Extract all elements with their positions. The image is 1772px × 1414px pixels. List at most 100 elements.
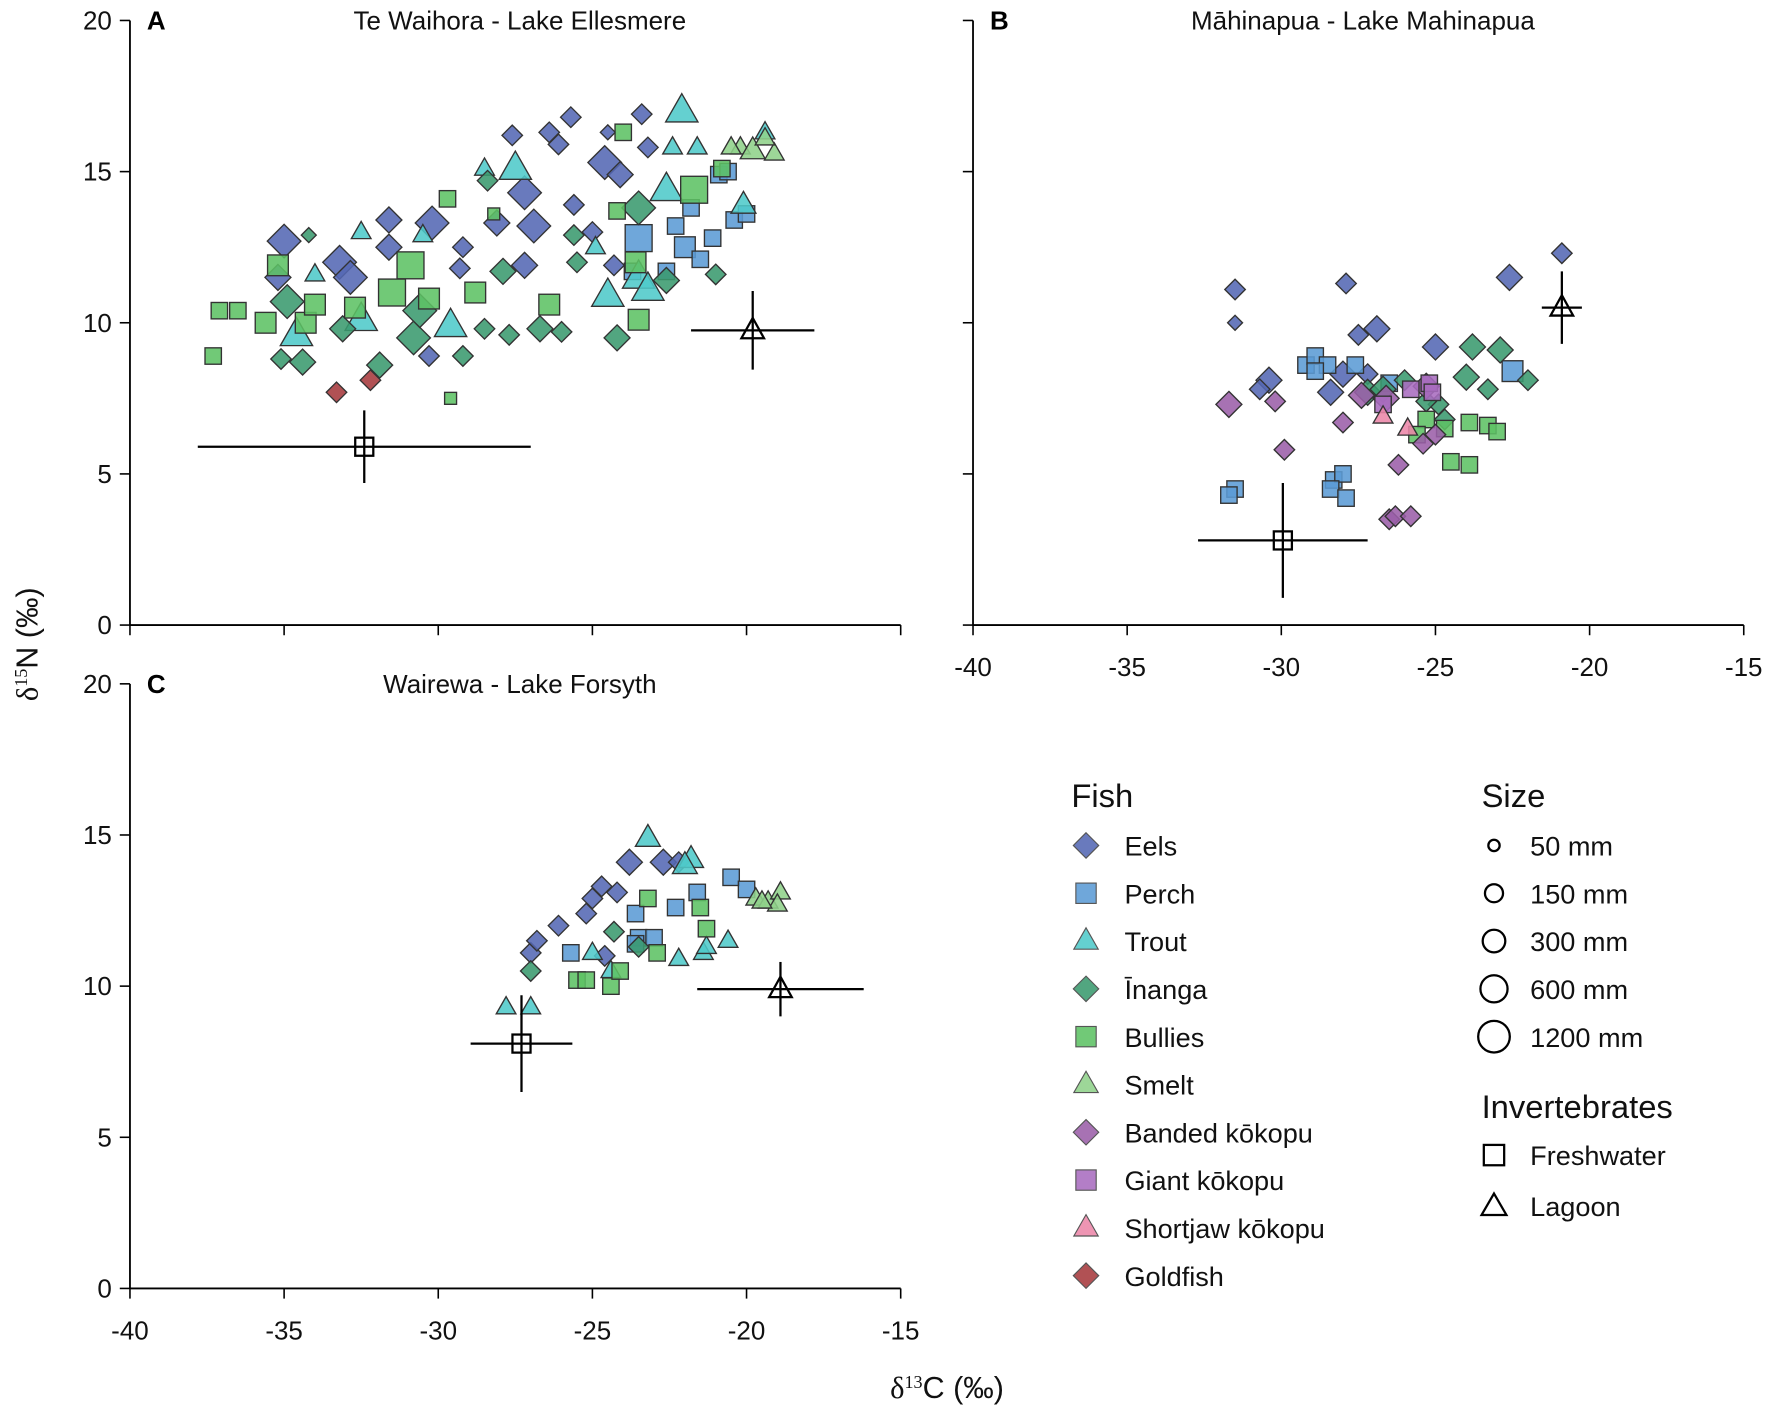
point-bullies [713,159,731,178]
legend-label: Eels [1124,831,1177,862]
square-icon [1075,1025,1097,1048]
point-inanga [1516,368,1540,392]
point-perch [1321,480,1340,498]
point-eels [374,206,403,234]
x-tick-label: -25 [574,1315,612,1345]
point-banded [1384,505,1407,528]
invertebrate-freshwater [470,995,573,1092]
point-trout [717,928,740,949]
legend-label: Shortjaw kōkopu [1124,1213,1324,1244]
point-smelt [769,880,792,900]
point-inanga [497,323,521,347]
y-axis-label: δ15N (‰) [10,587,44,701]
invertebrate-freshwater [197,410,531,483]
point-eels [559,105,583,129]
point-inanga [489,257,517,286]
point-bullies [1460,455,1479,474]
point-inanga [476,169,499,192]
point-banded [1387,453,1410,477]
point-bullies [204,347,223,365]
point-goldfish [359,368,382,392]
point-trout [729,190,758,214]
circle-icon [1487,838,1501,853]
point-bullies [228,301,247,320]
point-smelt [720,135,743,155]
point-banded [1273,438,1296,461]
circle-icon [1477,1019,1511,1054]
point-eels [615,848,644,877]
point-perch [1337,489,1355,507]
panel-c: 0 5 10 15 20 -40 -35 -30 -25 -20 -15 C Wairewa - Lak… [83,669,919,1345]
lagoon-marker [1548,292,1576,317]
x-tick-label: -15 [1725,652,1763,682]
y-tick-label: 15 [83,820,112,850]
legend-invert-item: Lagoon [1479,1191,1621,1222]
triangle-icon [1072,1070,1100,1094]
point-inanga [365,351,394,380]
point-perch [666,898,685,917]
legend-size-item: 150 mm [1483,878,1628,909]
x-tick-label: -20 [728,1315,766,1345]
legend-fish-title: Fish [1071,777,1133,814]
x-tick-label: -30 [419,1315,457,1345]
point-inanga [627,935,650,959]
point-inanga [300,226,318,244]
point-trout [303,262,326,282]
panel-title: Māhinapua - Lake Mahinapua [1191,6,1535,36]
point-trout [581,940,604,961]
point-inanga [1452,363,1481,392]
y-tick-label: 5 [97,1122,111,1152]
point-bullies [443,391,458,405]
y-tick-label: 20 [83,6,112,36]
point-bullies [538,293,561,316]
point-inanga [704,263,727,286]
point-eels [374,233,403,262]
invertebrate-freshwater [1198,482,1368,598]
point-bullies [1441,452,1460,471]
triangle-icon [1479,1191,1509,1217]
panel-title: Te Waihora - Lake Ellesmere [354,6,687,36]
x-tick-label: -40 [954,652,992,682]
point-bullies [577,971,596,989]
point-trout [519,995,542,1015]
point-eels [636,136,660,159]
point-perch [703,229,722,247]
point-trout [695,934,718,955]
point-banded [1399,505,1422,528]
point-bullies [697,919,716,938]
point-perch [673,236,696,259]
point-bullies [639,889,657,908]
freshwater-marker [354,436,375,457]
point-perch [624,223,653,253]
point-bullies [614,123,633,142]
point-eels [332,259,369,296]
point-trout [584,235,607,255]
legend-size-item: 1200 mm [1477,1019,1643,1054]
point-trout [686,135,709,155]
legend-item-smelt: Smelt [1072,1070,1194,1101]
point-banded [1347,381,1376,410]
point-inanga [473,317,496,341]
point-perch [666,217,685,235]
point-trout [350,220,373,240]
point-perch [688,883,707,902]
invertebrate-lagoon [691,291,815,370]
point-inanga [269,283,305,320]
point-eels [547,914,570,937]
point-perch [645,928,663,947]
legend-item-eels: Eels [1072,831,1177,862]
point-eels [1347,323,1370,347]
point-bullies [1417,410,1436,429]
diamond-icon [1072,1262,1100,1290]
legend-item-giant: Giant kōkopu [1075,1165,1284,1196]
point-shortjaw [1396,416,1419,436]
legend-size-label: 300 mm [1530,926,1628,957]
legend-invert-item: Freshwater [1482,1140,1666,1171]
point-perch [691,250,710,269]
point-bullies [210,301,229,320]
point-giant [1401,380,1420,399]
point-inanga [1476,378,1500,401]
diamond-icon [1072,1118,1100,1146]
point-bullies [611,962,630,980]
point-banded [1424,423,1447,446]
